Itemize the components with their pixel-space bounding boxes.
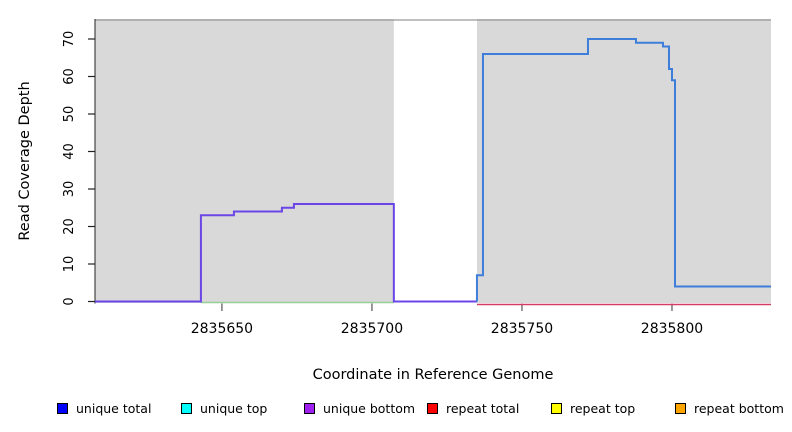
legend: unique total unique top unique bottom repea… bbox=[0, 399, 792, 419]
legend-item-repeat-total: repeat total bbox=[427, 399, 519, 417]
unique-region-left bbox=[95, 19, 394, 303]
legend-label: unique bottom bbox=[323, 400, 416, 416]
legend-label: repeat bottom bbox=[694, 400, 784, 416]
y-tick-label: 40 bbox=[62, 143, 77, 160]
legend-item-unique-total: unique total bbox=[57, 399, 151, 417]
series-coverage-right-block bbox=[475, 38, 771, 302]
legend-label: repeat top bbox=[570, 400, 636, 416]
x-tick-label: 2835750 bbox=[491, 321, 553, 337]
y-tick-label: 30 bbox=[62, 181, 77, 198]
legend-swatch-repeat-top bbox=[551, 402, 562, 414]
y-tick-label: 20 bbox=[62, 218, 77, 235]
legend-swatch-unique-total bbox=[57, 402, 68, 414]
legend-swatch-unique-bottom bbox=[304, 402, 315, 414]
legend-swatch-repeat-bottom bbox=[675, 402, 686, 414]
y-tick-label: 0 bbox=[62, 297, 77, 305]
legend-label: repeat total bbox=[446, 400, 520, 416]
legend-label: unique total bbox=[76, 400, 152, 416]
x-axis-title: Coordinate in Reference Genome bbox=[313, 367, 554, 383]
legend-item-unique-top: unique top bbox=[181, 399, 267, 417]
unique-region-right bbox=[476, 19, 771, 303]
chart-layer: 0 10 20 30 40 50 60 70 2835650 2835700 2835750 2835… bbox=[62, 19, 771, 337]
x-tick-label: 2835650 bbox=[191, 321, 253, 337]
legend-item-repeat-top: repeat top bbox=[551, 399, 635, 417]
y-tick-label: 70 bbox=[62, 31, 77, 48]
y-axis-title: Read Coverage Depth bbox=[17, 81, 33, 240]
y-tick-label: 60 bbox=[62, 68, 77, 85]
y-tick-label: 10 bbox=[62, 256, 77, 273]
legend-swatch-repeat-total bbox=[427, 402, 438, 414]
legend-item-repeat-bottom: repeat bottom bbox=[675, 399, 784, 417]
series-unique-coverage-left-block bbox=[95, 203, 477, 303]
legend-item-unique-bottom: unique bottom bbox=[304, 399, 415, 417]
x-tick-label: 2835800 bbox=[641, 321, 703, 337]
y-tick-label: 50 bbox=[62, 106, 77, 123]
x-tick-label: 2835700 bbox=[341, 321, 403, 337]
legend-swatch-unique-top bbox=[181, 402, 192, 414]
legend-label: unique top bbox=[200, 400, 268, 416]
